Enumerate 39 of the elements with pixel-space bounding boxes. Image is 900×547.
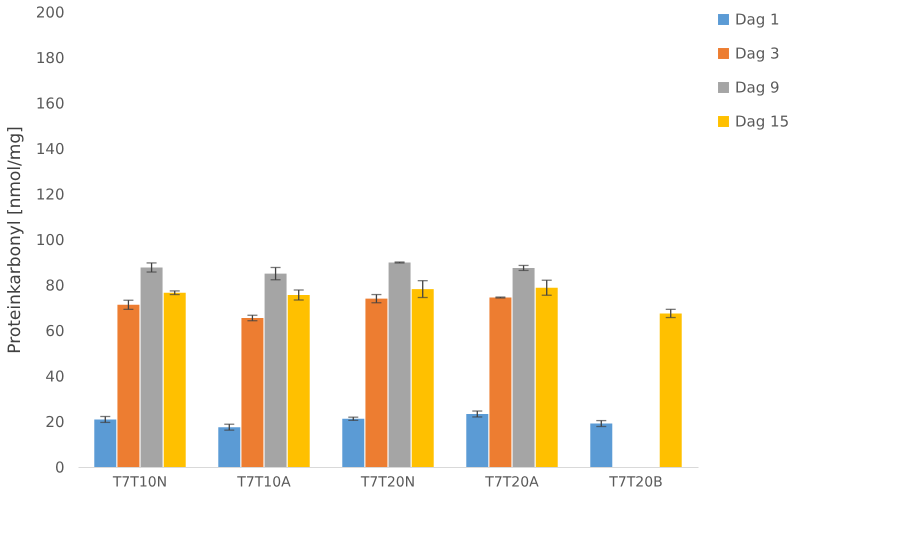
y-tick-label: 100 <box>36 231 64 249</box>
y-tick-label: 160 <box>36 94 64 112</box>
y-tick-label: 0 <box>54 458 64 476</box>
bar <box>218 427 240 467</box>
y-tick-label: 80 <box>45 276 64 294</box>
bar <box>489 298 512 467</box>
y-axis-title: Proteinkarbonyl [nmol/mg] <box>4 126 25 354</box>
bar <box>241 318 264 467</box>
y-tick-label: 200 <box>36 4 64 22</box>
bar <box>264 274 287 467</box>
y-tick-label: 40 <box>45 368 64 386</box>
legend-label: Dag 9 <box>735 78 780 96</box>
legend-label: Dag 1 <box>735 10 780 28</box>
bar <box>660 313 682 467</box>
bar <box>117 304 140 467</box>
x-tick-label: T7T10N <box>112 474 168 490</box>
y-tick-label: 180 <box>36 49 64 67</box>
bar <box>140 267 163 467</box>
bar <box>466 414 488 467</box>
x-tick-label: T7T20A <box>484 474 540 490</box>
bar <box>94 419 116 467</box>
y-tick-label: 20 <box>45 413 64 431</box>
bar <box>388 262 411 467</box>
legend-label: Dag 15 <box>735 112 790 130</box>
bar <box>164 292 186 467</box>
bar <box>288 295 310 467</box>
x-tick-label: T7T20B <box>608 474 663 490</box>
bar <box>342 418 364 467</box>
y-tick-label: 140 <box>36 140 64 158</box>
bar <box>412 289 434 467</box>
bar <box>590 424 612 467</box>
bar <box>512 268 535 467</box>
legend-label: Dag 3 <box>735 44 780 62</box>
y-tick-label: 60 <box>45 322 64 340</box>
bar <box>365 298 388 467</box>
x-tick-label: T7T10A <box>236 474 292 490</box>
bar <box>536 288 558 467</box>
y-tick-label: 120 <box>36 186 64 204</box>
x-tick-label: T7T20N <box>360 474 416 490</box>
